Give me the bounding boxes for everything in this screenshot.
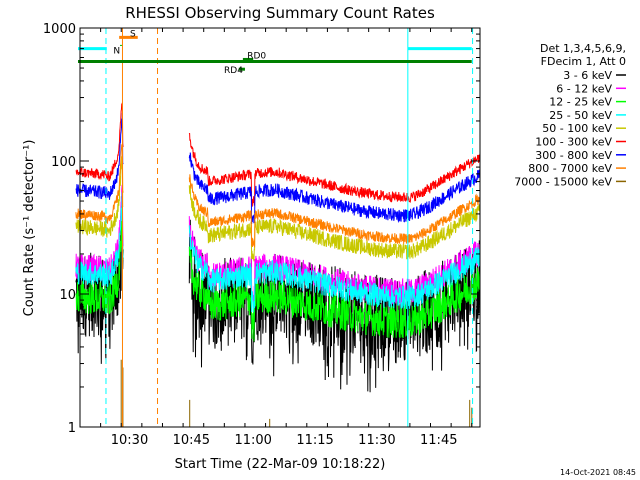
x-tick-label-4: 11:15 bbox=[296, 433, 333, 448]
legend-entry-7: 300 - 800 keV bbox=[535, 149, 612, 162]
y-tick-label-1: 1 bbox=[68, 421, 76, 436]
y-tick-label-2: 10 bbox=[59, 288, 76, 303]
legend-entry-6: 100 - 300 keV bbox=[535, 136, 612, 149]
y-tick-label-3: 100 bbox=[51, 155, 76, 170]
y-axis-label: Count Rate (s⁻¹ detector⁻¹) bbox=[22, 140, 37, 317]
series-line-3 bbox=[75, 210, 481, 342]
flag-label-4: N bbox=[113, 46, 120, 56]
legend-entry-5: 50 - 100 keV bbox=[542, 122, 612, 135]
series-line-6 bbox=[75, 102, 481, 207]
chart-title: RHESSI Observing Summary Count Rates bbox=[125, 4, 435, 22]
series-line-7 bbox=[75, 113, 481, 225]
x-tick-label-2: 10:45 bbox=[173, 433, 210, 448]
legend-entry-3: 12 - 25 keV bbox=[549, 96, 612, 109]
legend-entry-9: 7000 - 15000 keV bbox=[514, 175, 612, 188]
series-line-5 bbox=[75, 155, 481, 262]
x-tick-label-1: 10:30 bbox=[111, 433, 148, 448]
legend-entry-1: 3 - 6 keV bbox=[563, 69, 612, 82]
legend-entry-2: 6 - 12 keV bbox=[556, 82, 612, 95]
x-axis-label: Start Time (22-Mar-09 10:18:22) bbox=[175, 457, 386, 472]
footer-timestamp: 14-Oct-2021 08:45 bbox=[560, 468, 636, 477]
legend-header-1: Det 1,3,4,5,6,9, bbox=[540, 42, 626, 55]
plot-area: SN RD0 RD4 bbox=[75, 28, 481, 427]
x-tick-label-3: 11:00 bbox=[234, 433, 271, 448]
y-tick-label-4: 1000 bbox=[43, 22, 76, 37]
series-line-8 bbox=[75, 143, 481, 248]
flag-label-6: RD0 bbox=[247, 51, 266, 61]
legend-entry-4: 25 - 50 keV bbox=[549, 109, 612, 122]
flag-label-3: S bbox=[130, 29, 136, 39]
legend-entry-8: 800 - 7000 keV bbox=[528, 162, 612, 175]
legend: Det 1,3,4,5,6,9,FDecim 1, Att 03 - 6 keV… bbox=[514, 42, 626, 188]
series-line-4 bbox=[75, 192, 481, 313]
plot-frame bbox=[79, 27, 481, 428]
x-tick-label-6: 11:45 bbox=[420, 433, 457, 448]
legend-header-2: FDecim 1, Att 0 bbox=[541, 55, 626, 68]
axes: 1 10 100 1000 10:30 10:45 11:00 11:15 11:30 11:45 bbox=[43, 22, 480, 448]
flag-label-7: RD4 bbox=[224, 66, 243, 76]
x-tick-label-5: 11:30 bbox=[358, 433, 395, 448]
